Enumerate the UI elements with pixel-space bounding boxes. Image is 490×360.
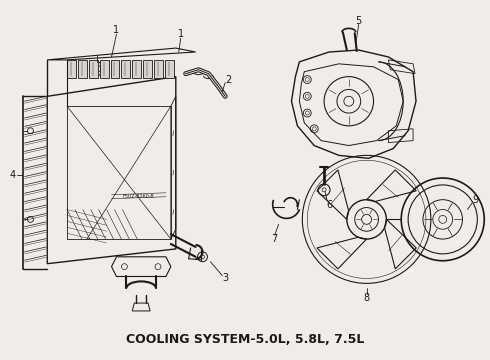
Polygon shape	[99, 60, 109, 78]
Polygon shape	[165, 60, 174, 78]
Polygon shape	[89, 60, 98, 78]
Text: 5: 5	[356, 15, 362, 26]
Text: 6: 6	[326, 199, 332, 210]
Polygon shape	[78, 60, 87, 78]
Text: COOLING SYSTEM-5.0L, 5.8L, 7.5L: COOLING SYSTEM-5.0L, 5.8L, 7.5L	[126, 333, 364, 346]
Polygon shape	[67, 60, 76, 78]
Polygon shape	[111, 60, 120, 78]
Text: 8: 8	[364, 293, 369, 303]
Polygon shape	[122, 60, 130, 78]
Text: F5UZ-8260-B: F5UZ-8260-B	[122, 194, 154, 199]
Text: 3: 3	[222, 274, 228, 283]
Text: 1: 1	[178, 29, 184, 39]
Polygon shape	[132, 60, 141, 78]
Text: 4: 4	[10, 170, 16, 180]
Polygon shape	[154, 60, 163, 78]
Text: 9: 9	[472, 195, 478, 205]
Text: 2: 2	[225, 75, 231, 85]
Text: 7: 7	[271, 234, 278, 244]
Text: 1: 1	[113, 25, 120, 35]
Polygon shape	[143, 60, 152, 78]
